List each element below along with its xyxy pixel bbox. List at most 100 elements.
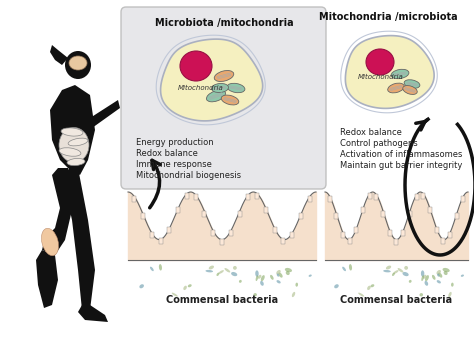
- Ellipse shape: [309, 274, 312, 277]
- Text: Maintain gut barrier integrity: Maintain gut barrier integrity: [340, 161, 462, 170]
- Bar: [435, 227, 438, 234]
- Ellipse shape: [342, 267, 346, 271]
- Bar: [428, 207, 432, 213]
- Bar: [194, 194, 198, 200]
- Ellipse shape: [59, 148, 81, 156]
- Ellipse shape: [150, 267, 154, 271]
- Text: Mitochondrial biogenesis: Mitochondrial biogenesis: [136, 171, 241, 180]
- Bar: [273, 227, 277, 234]
- Text: Redox balance: Redox balance: [136, 149, 198, 158]
- Ellipse shape: [239, 280, 242, 283]
- Ellipse shape: [423, 275, 427, 279]
- Bar: [176, 207, 180, 213]
- Ellipse shape: [183, 286, 187, 290]
- Ellipse shape: [404, 80, 420, 88]
- Bar: [150, 232, 154, 238]
- Ellipse shape: [276, 280, 281, 284]
- Polygon shape: [50, 45, 68, 65]
- Ellipse shape: [398, 268, 403, 272]
- Polygon shape: [60, 118, 80, 160]
- Ellipse shape: [41, 228, 58, 256]
- Text: Mitochondria /microbiota: Mitochondria /microbiota: [319, 12, 457, 22]
- Ellipse shape: [392, 273, 395, 276]
- Polygon shape: [80, 100, 120, 130]
- Ellipse shape: [421, 275, 424, 281]
- Text: Immune response: Immune response: [136, 160, 212, 169]
- Ellipse shape: [386, 266, 391, 269]
- Bar: [421, 193, 425, 199]
- Bar: [461, 196, 465, 201]
- Ellipse shape: [254, 293, 257, 296]
- Ellipse shape: [443, 268, 450, 272]
- Bar: [381, 211, 385, 217]
- Bar: [441, 238, 445, 244]
- Ellipse shape: [61, 128, 83, 136]
- Ellipse shape: [219, 270, 224, 274]
- Ellipse shape: [277, 273, 279, 277]
- Bar: [308, 196, 312, 201]
- Ellipse shape: [292, 292, 295, 297]
- Bar: [185, 193, 189, 199]
- Bar: [220, 239, 224, 245]
- Ellipse shape: [233, 266, 237, 270]
- Ellipse shape: [409, 280, 411, 283]
- Ellipse shape: [225, 268, 230, 272]
- Bar: [237, 211, 242, 217]
- Ellipse shape: [388, 83, 404, 93]
- Ellipse shape: [270, 275, 273, 280]
- Polygon shape: [42, 168, 72, 255]
- Bar: [408, 211, 412, 217]
- Bar: [355, 227, 358, 234]
- Ellipse shape: [425, 275, 429, 281]
- Ellipse shape: [206, 270, 213, 272]
- Ellipse shape: [295, 283, 298, 287]
- Bar: [335, 213, 338, 219]
- Polygon shape: [161, 39, 263, 121]
- Ellipse shape: [258, 275, 261, 279]
- Bar: [246, 194, 250, 200]
- Ellipse shape: [286, 271, 290, 275]
- Ellipse shape: [438, 273, 442, 277]
- Ellipse shape: [65, 51, 91, 79]
- Ellipse shape: [421, 270, 424, 277]
- Bar: [211, 230, 215, 236]
- Bar: [401, 230, 405, 236]
- Ellipse shape: [334, 284, 339, 288]
- Polygon shape: [50, 85, 95, 175]
- Ellipse shape: [211, 83, 228, 93]
- Bar: [282, 238, 285, 244]
- Ellipse shape: [255, 275, 258, 281]
- Ellipse shape: [159, 264, 162, 270]
- Bar: [299, 213, 303, 219]
- Ellipse shape: [68, 138, 88, 146]
- Ellipse shape: [209, 266, 214, 269]
- Ellipse shape: [404, 266, 408, 270]
- Text: Mitochondria: Mitochondria: [178, 85, 224, 91]
- Ellipse shape: [67, 159, 85, 166]
- Text: Energy production: Energy production: [136, 138, 214, 147]
- Ellipse shape: [403, 86, 417, 94]
- Ellipse shape: [358, 293, 364, 297]
- Bar: [394, 239, 399, 245]
- Bar: [328, 196, 332, 201]
- Text: Commensal bacteria: Commensal bacteria: [340, 295, 452, 305]
- Polygon shape: [78, 305, 108, 322]
- Ellipse shape: [366, 49, 394, 75]
- Ellipse shape: [371, 284, 374, 287]
- Ellipse shape: [432, 275, 436, 280]
- Bar: [348, 238, 352, 244]
- Ellipse shape: [285, 268, 292, 272]
- Ellipse shape: [261, 275, 264, 281]
- Bar: [415, 194, 419, 200]
- Ellipse shape: [425, 281, 428, 286]
- Ellipse shape: [419, 293, 423, 296]
- Ellipse shape: [448, 292, 452, 297]
- Ellipse shape: [139, 284, 144, 288]
- Text: Redox balance: Redox balance: [340, 128, 402, 137]
- Bar: [141, 213, 145, 219]
- Bar: [132, 196, 136, 201]
- Ellipse shape: [172, 293, 178, 297]
- Bar: [290, 232, 294, 238]
- FancyBboxPatch shape: [121, 7, 326, 189]
- Text: Control pathogens: Control pathogens: [340, 139, 418, 148]
